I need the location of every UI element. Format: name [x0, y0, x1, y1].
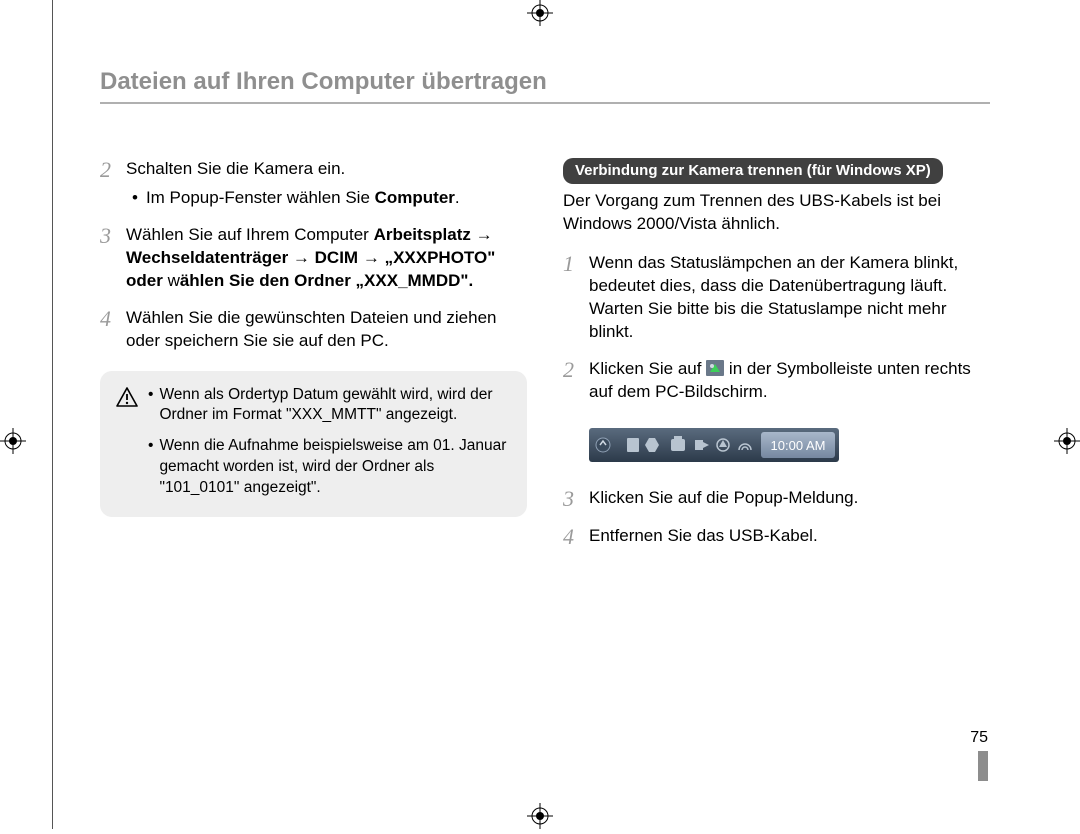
step-text: Schalten Sie die Kamera ein. [126, 159, 345, 178]
registration-mark-icon [527, 0, 553, 26]
step-body: Wählen Sie die gewünschten Dateien und z… [126, 307, 527, 353]
step-number: 2 [563, 358, 579, 404]
note-text: Wenn als Ordertyp Datum gewählt wird, wi… [159, 385, 511, 427]
safely-remove-icon [706, 360, 724, 376]
note-box: • Wenn als Ordertyp Datum gewählt wird, … [100, 371, 527, 518]
step-body: Wenn das Statuslämpchen an der Kamera bl… [589, 252, 990, 344]
note-item: • Wenn die Aufnahme beispielsweise am 01… [148, 436, 511, 499]
trim-line [52, 0, 53, 829]
step-body: Schalten Sie die Kamera ein. • Im Popup-… [126, 158, 527, 210]
registration-mark-icon [1054, 428, 1080, 454]
step-1: 1 Wenn das Statuslämpchen an der Kamera … [563, 252, 990, 344]
step-body: Klicken Sie auf die Popup-Meldung. [589, 487, 990, 511]
step-number: 3 [100, 224, 116, 293]
step-body: Wählen Sie auf Ihrem Computer Arbeitspla… [126, 224, 527, 293]
warning-icon [116, 387, 138, 407]
intro-text: Der Vorgang zum Trennen des UBS-Kabels i… [563, 190, 990, 236]
page-number-bar [978, 751, 988, 781]
step-number: 4 [563, 525, 579, 549]
bullet-dot: • [148, 385, 153, 427]
step-3: 3 Wählen Sie auf Ihrem Computer Arbeitsp… [100, 224, 527, 293]
registration-mark-icon [0, 428, 26, 454]
section-title: Dateien auf Ihren Computer übertragen [100, 68, 990, 104]
subsection-heading: Verbindung zur Kamera trennen (für Windo… [563, 158, 943, 184]
bullet-dot: • [132, 187, 138, 210]
step-body: Entfernen Sie das USB-Kabel. [589, 525, 990, 549]
note-items: • Wenn als Ordertyp Datum gewählt wird, … [148, 385, 511, 500]
step-4: 4 Wählen Sie die gewünschten Dateien und… [100, 307, 527, 353]
step-2: 2 Schalten Sie die Kamera ein. • Im Popu… [100, 158, 527, 210]
note-text: Wenn die Aufnahme beispielsweise am 01. … [159, 436, 511, 499]
taskbar-time: 10:00 AM [771, 438, 826, 453]
step-number: 4 [100, 307, 116, 353]
step-3: 3 Klicken Sie auf die Popup-Meldung. [563, 487, 990, 511]
right-column: Verbindung zur Kamera trennen (für Windo… [563, 158, 990, 563]
step-4: 4 Entfernen Sie das USB-Kabel. [563, 525, 990, 549]
left-column: 2 Schalten Sie die Kamera ein. • Im Popu… [100, 158, 527, 563]
registration-mark-icon [527, 803, 553, 829]
step-number: 2 [100, 158, 116, 210]
step-number: 1 [563, 252, 579, 344]
two-column-layout: 2 Schalten Sie die Kamera ein. • Im Popu… [100, 158, 990, 563]
page-number: 75 [970, 729, 988, 781]
step-number: 3 [563, 487, 579, 511]
page-content: Dateien auf Ihren Computer übertragen 2 … [100, 68, 990, 781]
sub-bullet: • Im Popup-Fenster wählen Sie Computer. [126, 187, 527, 210]
bullet-text: Im Popup-Fenster wählen Sie Computer. [146, 187, 460, 210]
bullet-dot: • [148, 436, 153, 499]
note-item: • Wenn als Ordertyp Datum gewählt wird, … [148, 385, 511, 427]
step-2: 2 Klicken Sie auf in der Symbolleiste un… [563, 358, 990, 404]
step-body: Klicken Sie auf in der Symbolleiste unte… [589, 358, 990, 404]
taskbar-screenshot: 10:00 AM [589, 428, 839, 462]
